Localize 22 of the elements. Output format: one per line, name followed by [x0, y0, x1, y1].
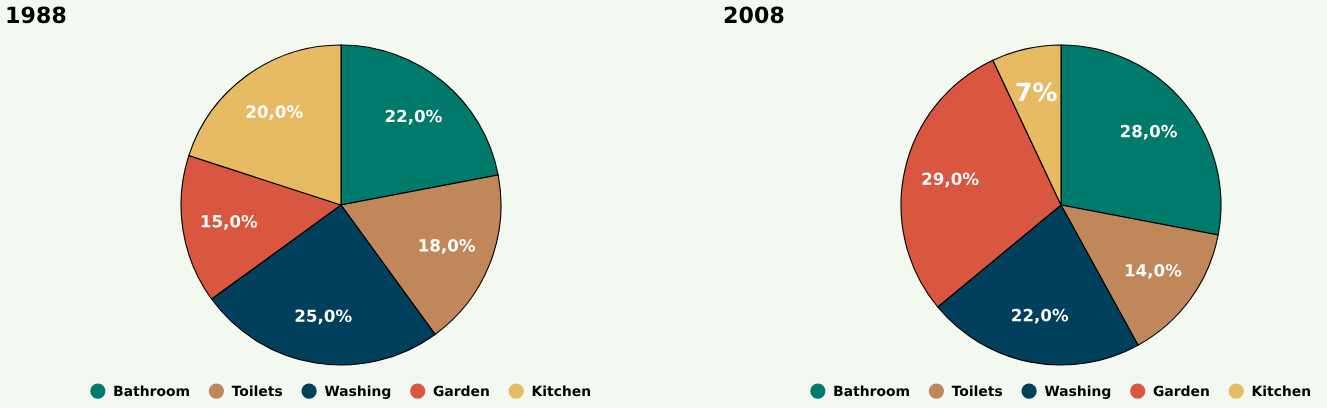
chart-title: 2008 [724, 6, 784, 24]
legend-label: Garden [1153, 385, 1209, 397]
data-label: 22,0% [385, 109, 442, 125]
data-label: 22,0% [1012, 308, 1069, 324]
legend-label: Kitchen [532, 385, 591, 397]
data-label: 29,0% [922, 172, 979, 188]
data-label: 7% [1016, 82, 1057, 102]
data-label: 20,0% [246, 105, 303, 121]
chart-title: 1988 [7, 6, 66, 24]
legend-label: Toilets [231, 385, 283, 397]
legend-label: Kitchen [1252, 385, 1311, 397]
legend-label: Bathroom [834, 385, 909, 397]
data-label: 18,0% [419, 239, 475, 254]
legend-label: Washing [1044, 385, 1111, 399]
legend-label: Bathroom [114, 385, 189, 397]
data-label: 25,0% [295, 309, 352, 325]
data-label: 15,0% [201, 215, 258, 230]
legend-label: Toilets [951, 385, 1003, 397]
data-label: 28,0% [1120, 124, 1177, 140]
data-label: 14,0% [1125, 264, 1182, 279]
legend-label: Garden [433, 385, 489, 397]
legend-label: Washing [324, 385, 391, 399]
